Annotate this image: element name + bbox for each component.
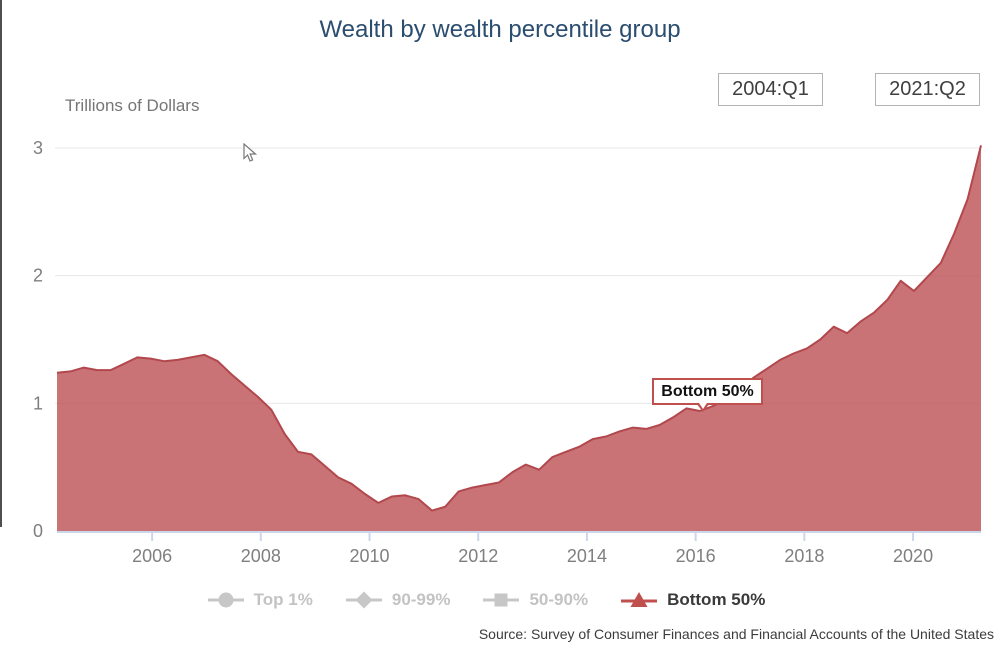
window-edge-line — [0, 0, 2, 527]
svg-text:2020: 2020 — [893, 546, 933, 566]
diamond-marker-icon — [345, 591, 382, 609]
svg-text:2006: 2006 — [132, 546, 172, 566]
svg-text:1: 1 — [33, 393, 43, 413]
legend-item-bottom-50[interactable]: Bottom 50% — [620, 590, 765, 610]
mouse-cursor-icon — [243, 143, 258, 162]
svg-text:2: 2 — [33, 266, 43, 286]
page-title: Wealth by wealth percentile group — [319, 16, 681, 43]
legend-item-50-90[interactable]: 50-90% — [482, 590, 588, 610]
y-axis-title: Trillions of Dollars — [65, 96, 200, 115]
svg-text:2014: 2014 — [567, 546, 607, 566]
legend-label: 90-99% — [391, 590, 451, 609]
svg-text:2012: 2012 — [458, 546, 498, 566]
legend-label: Bottom 50% — [667, 590, 766, 609]
triangle-marker-icon — [621, 592, 658, 607]
svg-text:2016: 2016 — [676, 546, 716, 566]
series-tooltip: Bottom 50% — [652, 378, 763, 412]
square-marker-icon — [483, 593, 520, 607]
chart-legend: Top 1% 90-99% 50-90% Bottom 50% — [0, 590, 986, 610]
svg-text:0: 0 — [33, 521, 43, 541]
circle-marker-icon — [207, 592, 244, 608]
date-range-start-input[interactable]: 2004:Q1 — [718, 73, 823, 106]
source-attribution: Source: Survey of Consumer Finances and … — [478, 626, 994, 642]
svg-text:2010: 2010 — [350, 546, 390, 566]
svg-text:3: 3 — [33, 138, 43, 158]
svg-text:2008: 2008 — [241, 546, 281, 566]
legend-item-90-99[interactable]: 90-99% — [345, 590, 451, 610]
date-range-end-input[interactable]: 2021:Q2 — [875, 73, 980, 106]
legend-label: Top 1% — [253, 590, 313, 609]
legend-label: 50-90% — [529, 590, 589, 609]
legend-item-top-1pct[interactable]: Top 1% — [207, 590, 313, 610]
svg-text:2018: 2018 — [784, 546, 824, 566]
